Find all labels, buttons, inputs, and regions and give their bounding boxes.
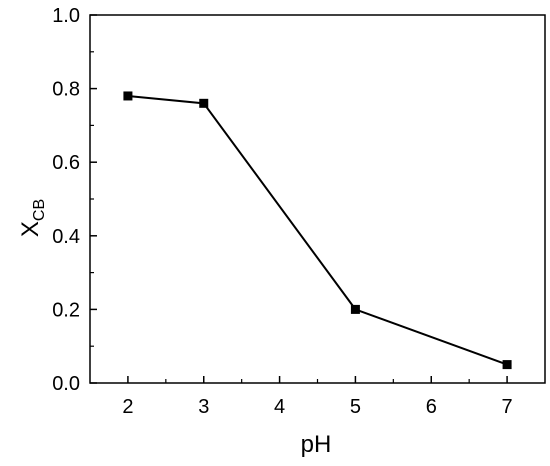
series-layer [123,91,512,370]
y-axis-title-subscript: CB [31,199,48,221]
x-tick-label: 6 [426,396,437,418]
y-tick-label: 1.0 [52,5,80,27]
data-point-marker [199,98,209,108]
x-tick-label: 5 [350,396,361,418]
x-tick-label: 3 [198,396,209,418]
x-axis-title: pH [301,431,332,458]
x-tick-label: 2 [122,396,133,418]
data-point-marker [123,91,133,101]
svg-text:XCB: XCB [17,199,48,237]
series-line [127,94,508,366]
plot-frame [89,14,546,384]
data-point-marker [502,360,512,370]
x-tick-label: 4 [274,396,285,418]
y-tick-label: 0.2 [52,299,80,321]
y-tick-label: 0.8 [52,79,80,101]
x-tick-label: 7 [502,396,513,418]
data-point-marker [350,304,360,314]
tick-labels: 2 3 4 5 6 7 0.0 0.2 0.4 0.6 0.8 1.0 [52,5,512,418]
y-axis-title: XCB [17,199,48,237]
y-tick-label: 0.0 [52,373,80,395]
y-tick-label: 0.6 [52,152,80,174]
y-tick-label: 0.4 [52,226,80,248]
ticks-layer [90,14,508,384]
y-axis-title-main: X [17,221,44,237]
